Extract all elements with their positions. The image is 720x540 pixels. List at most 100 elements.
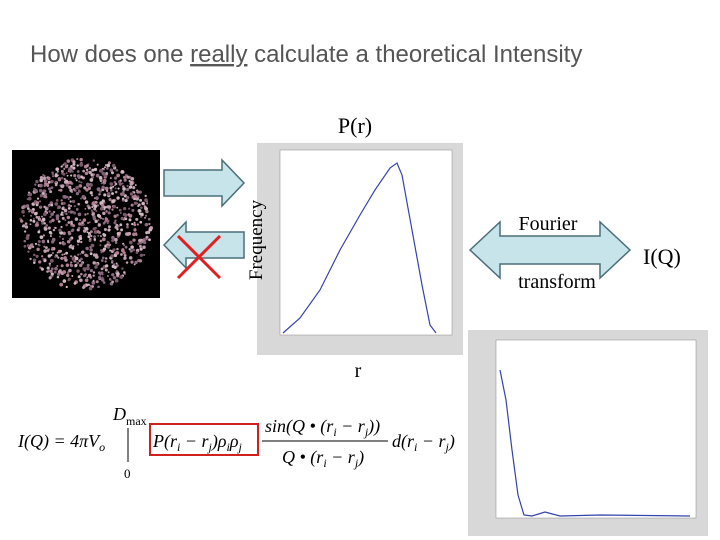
atom	[94, 255, 99, 259]
atom	[62, 242, 66, 246]
atom	[56, 251, 59, 254]
atom	[34, 242, 38, 246]
atom	[122, 244, 126, 247]
atom	[53, 270, 57, 274]
atom	[35, 201, 40, 205]
atom	[136, 190, 140, 194]
atom	[85, 246, 89, 251]
atom	[26, 207, 30, 210]
atom	[139, 253, 144, 257]
atom	[89, 284, 92, 287]
atom	[112, 204, 117, 209]
atom	[65, 183, 69, 187]
atom	[114, 190, 118, 194]
molecule	[19, 157, 153, 291]
atom	[47, 226, 51, 230]
formula-text: Dmax	[112, 404, 147, 428]
atom	[87, 235, 91, 239]
atom	[88, 237, 92, 241]
atom	[87, 206, 91, 210]
atom	[132, 190, 135, 193]
atom	[73, 205, 76, 208]
atom	[58, 235, 62, 238]
atom	[47, 241, 50, 244]
atom	[126, 225, 129, 229]
atom	[95, 196, 99, 200]
atom	[92, 173, 96, 176]
formula-part: i	[414, 440, 417, 454]
atom	[87, 186, 92, 191]
atom	[69, 263, 72, 266]
atom	[89, 268, 94, 273]
atom	[99, 168, 103, 173]
atom	[139, 247, 143, 251]
x-axis-label: r	[355, 360, 362, 382]
atom	[33, 253, 36, 257]
atom	[139, 198, 142, 202]
atom	[122, 212, 127, 217]
atom	[29, 244, 33, 248]
atom	[84, 278, 89, 283]
atom	[76, 174, 81, 178]
atom	[139, 220, 143, 224]
atom	[79, 163, 84, 167]
atom	[63, 162, 67, 166]
atom	[103, 166, 106, 169]
atom	[89, 183, 93, 187]
atom	[111, 171, 114, 175]
atom	[133, 223, 137, 227]
formula-part: d(r	[392, 431, 415, 452]
atom	[82, 267, 87, 271]
atom	[67, 197, 70, 201]
atom	[43, 226, 47, 230]
formula-part: − r	[337, 416, 366, 436]
atom	[92, 261, 96, 265]
atom	[76, 164, 79, 167]
atom	[89, 252, 93, 256]
atom	[130, 203, 134, 207]
atom	[104, 264, 109, 268]
atom	[118, 231, 121, 234]
atom	[84, 207, 87, 210]
atom	[60, 184, 65, 189]
atom	[111, 235, 115, 240]
atom	[125, 188, 128, 191]
atom	[40, 220, 43, 223]
atom	[90, 243, 95, 248]
atom	[74, 217, 79, 221]
atom	[62, 279, 67, 283]
atom	[83, 164, 88, 169]
atom	[49, 269, 53, 273]
atom	[59, 282, 64, 287]
atom	[77, 212, 82, 217]
atom	[49, 235, 52, 238]
atom	[122, 218, 126, 221]
atom	[70, 224, 73, 227]
atom	[59, 249, 62, 253]
formula-part: D	[112, 404, 126, 424]
atom	[85, 254, 89, 258]
atom	[68, 185, 72, 189]
atom	[80, 257, 83, 261]
atom	[65, 223, 69, 227]
atom	[104, 186, 107, 190]
atom	[91, 285, 94, 288]
formula-part: 0	[124, 466, 131, 481]
atom	[131, 222, 134, 226]
atom	[88, 286, 93, 291]
atom	[70, 220, 73, 224]
atom	[92, 159, 95, 162]
atom	[71, 199, 76, 204]
atom	[111, 163, 116, 168]
atom	[27, 250, 30, 253]
atom	[71, 247, 75, 250]
atom	[133, 201, 138, 205]
atom	[116, 196, 120, 200]
atom	[148, 238, 151, 242]
atom	[78, 180, 81, 183]
formula-part: ))	[367, 416, 380, 437]
atom	[77, 189, 81, 193]
atom	[78, 259, 82, 263]
atom	[133, 194, 137, 198]
atom	[100, 267, 104, 271]
